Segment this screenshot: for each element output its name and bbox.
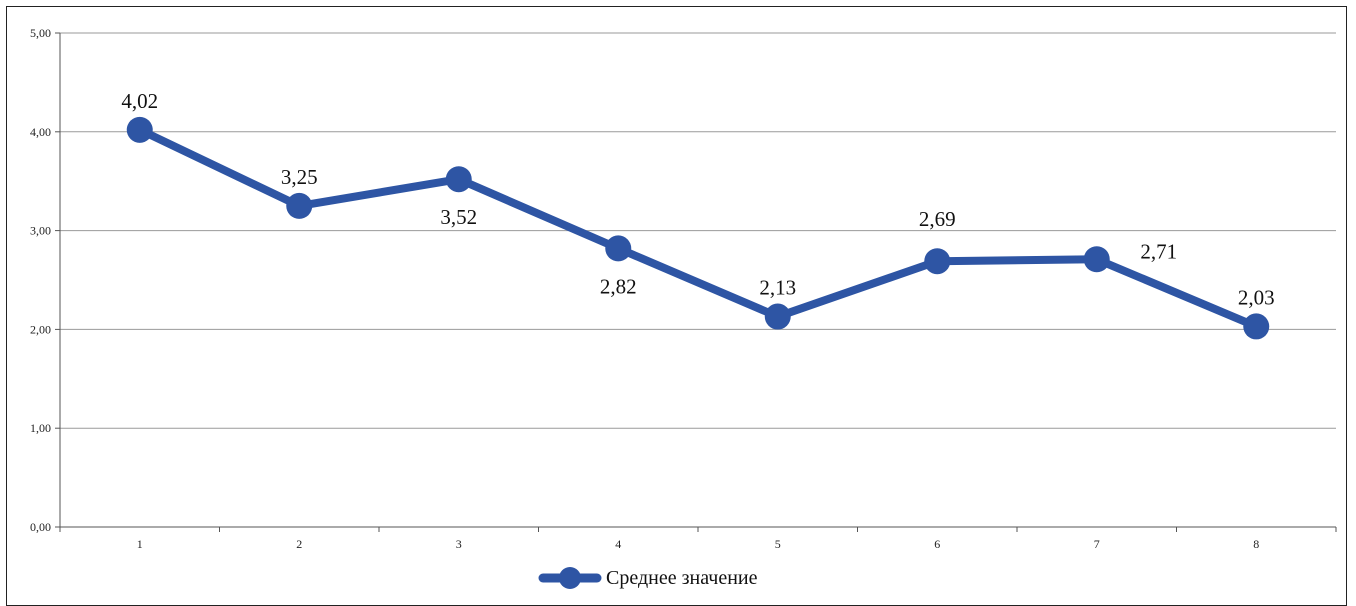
data-label: 2,03 <box>1238 285 1275 309</box>
x-tick-label: 5 <box>775 537 781 551</box>
data-point[interactable] <box>286 192 313 219</box>
legend-label: Среднее значение <box>606 567 758 589</box>
data-point[interactable] <box>1243 313 1270 340</box>
chart-frame <box>6 6 1347 606</box>
gridlines <box>60 32 1336 429</box>
x-axis-tick-labels: 1 2 3 4 5 6 7 8 <box>137 537 1260 551</box>
axes <box>55 32 1337 532</box>
y-tick-label: 3,00 <box>30 224 51 238</box>
data-label: 3,52 <box>440 205 477 229</box>
data-point[interactable] <box>445 166 472 193</box>
legend-marker-swatch <box>559 567 581 589</box>
data-point[interactable] <box>126 116 153 143</box>
data-labels: 4,02 3,25 3,52 2,82 2,13 2,69 2,71 2,03 <box>121 89 1274 310</box>
data-point[interactable] <box>924 248 951 275</box>
y-tick-label: 4,00 <box>30 125 51 139</box>
data-point[interactable] <box>764 303 791 330</box>
data-label: 2,13 <box>759 276 796 300</box>
data-label: 4,02 <box>121 89 158 113</box>
data-label: 2,69 <box>919 207 956 231</box>
y-tick-label: 5,00 <box>30 26 51 40</box>
data-point[interactable] <box>1083 246 1110 273</box>
series-layer <box>126 116 1270 340</box>
y-tick-label: 1,00 <box>30 421 51 435</box>
y-tick-label: 2,00 <box>30 322 51 336</box>
data-point[interactable] <box>605 235 632 262</box>
series-line <box>138 126 1258 331</box>
x-tick-label: 4 <box>615 537 621 551</box>
data-label: 3,25 <box>281 165 318 189</box>
x-tick-label: 1 <box>137 537 143 551</box>
data-label: 2,71 <box>1140 239 1177 263</box>
x-tick-label: 8 <box>1253 537 1259 551</box>
x-tick-label: 7 <box>1094 537 1100 551</box>
data-label: 2,82 <box>600 274 637 298</box>
y-tick-label: 0,00 <box>30 520 51 534</box>
x-tick-label: 6 <box>934 537 940 551</box>
x-tick-label: 2 <box>296 537 302 551</box>
x-tick-label: 3 <box>456 537 462 551</box>
y-axis-tick-labels: 0,00 1,00 2,00 3,00 4,00 5,00 <box>30 26 51 534</box>
legend[interactable]: Среднее значение <box>538 567 758 589</box>
